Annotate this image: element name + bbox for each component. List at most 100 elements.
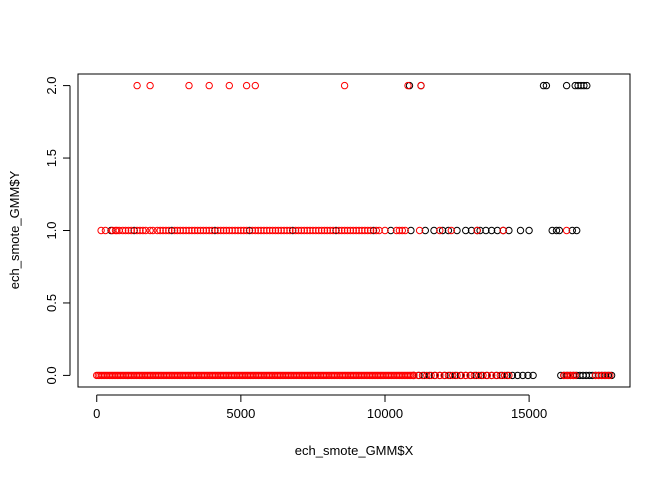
data-point [594,371,602,380]
data-point [146,81,154,90]
data-point [335,226,343,235]
data-point [519,371,527,380]
data-point [124,226,133,235]
data-point [254,226,262,235]
data-point [577,81,585,90]
data-point [277,226,285,235]
data-point [205,226,213,235]
data-point [568,226,576,235]
data-point [346,226,355,235]
data-point [358,226,366,235]
data-point [500,371,509,380]
data-point [286,226,294,235]
data-point [539,81,548,90]
x-axis-title: ech_smote_GMM$X [295,443,414,458]
data-point [153,226,162,235]
data-point [444,226,453,235]
data-point [466,371,474,380]
data-point [473,226,481,235]
data-point [597,371,605,380]
data-point [591,371,600,380]
data-point [438,226,447,235]
data-point [542,81,551,90]
data-point [487,226,496,235]
y-tick-label: 2.0 [44,77,59,95]
data-point [294,226,303,235]
data-point [271,226,280,235]
data-point [297,226,306,235]
data-point [492,371,500,380]
data-point [343,226,352,235]
data-point [283,226,291,235]
data-point [188,226,196,235]
data-point [401,226,409,235]
data-point [352,226,360,235]
data-point [329,226,337,235]
data-point [245,226,254,235]
data-point [387,226,395,235]
data-point [338,226,346,235]
x-tick-label: 5000 [226,406,255,421]
data-point [482,226,490,235]
data-point [146,226,154,235]
data-point [217,226,225,235]
data-point [317,226,326,235]
data-point [300,226,308,235]
data-point [407,226,415,235]
data-point [320,226,329,235]
data-point [392,226,401,235]
data-point [462,371,470,380]
data-point [179,226,187,235]
data-point [499,226,507,235]
data-point [414,371,422,380]
data-point [529,371,537,380]
data-point [372,226,380,235]
data-point [303,226,311,235]
data-point [571,81,579,90]
data-point [231,226,239,235]
data-point [191,226,199,235]
data-point [483,371,491,380]
data-point [315,226,323,235]
data-point [202,226,211,235]
data-point [211,226,219,235]
plot-frame [77,73,631,388]
data-point [208,226,216,235]
data-point [447,226,455,235]
data-point [222,226,231,235]
data-point [340,226,349,235]
data-point [127,226,136,235]
data-point [340,81,349,90]
data-point [214,226,222,235]
data-point [410,371,418,380]
data-point [266,226,274,235]
data-point [449,371,457,380]
data-point [513,371,522,380]
data-point [323,226,331,235]
data-point [289,226,297,235]
data-point [176,226,185,235]
data-point [274,226,282,235]
data-point [475,371,483,380]
data-point [430,226,438,235]
data-point [326,226,334,235]
data-point [121,226,130,235]
data-point [479,371,487,380]
data-point [573,226,581,235]
data-point [404,81,412,90]
data-point [562,81,571,90]
data-point [205,81,213,90]
data-point [193,226,202,235]
data-point [225,226,234,235]
y-tick-label: 1.5 [44,149,59,167]
data-point [168,226,176,235]
data-point [571,371,579,380]
data-point [280,226,288,235]
data-point [548,226,556,235]
data-point [574,81,582,90]
data-point [349,226,357,235]
data-point [569,371,577,380]
data-point [97,226,105,235]
data-point [306,226,314,235]
